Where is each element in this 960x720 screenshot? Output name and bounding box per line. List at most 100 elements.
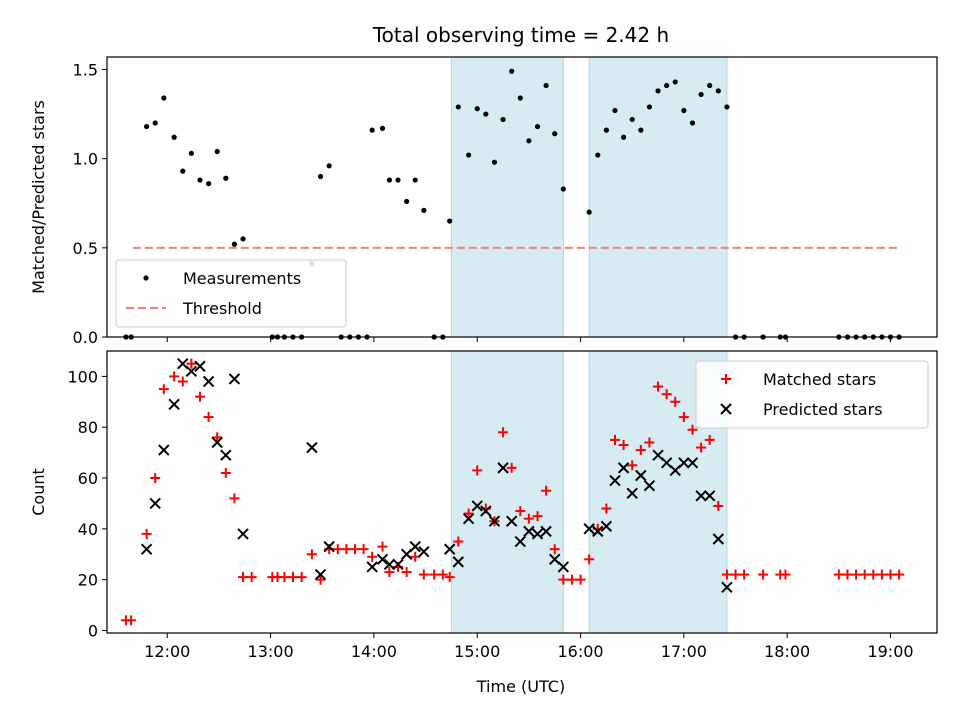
data-point <box>664 82 670 89</box>
data-point <box>383 558 396 571</box>
x-stroke <box>592 525 604 538</box>
x-stroke <box>557 561 570 573</box>
x-stroke <box>383 558 396 571</box>
data-point <box>638 127 644 133</box>
data-point <box>483 111 489 117</box>
x-stroke <box>523 525 535 538</box>
data-point <box>526 138 532 144</box>
legend: Measurements Threshold <box>115 259 347 328</box>
data-point <box>246 572 257 583</box>
data-point <box>698 91 704 98</box>
data-point <box>185 365 198 378</box>
data-point <box>202 375 215 388</box>
legend-marker <box>143 275 149 281</box>
data-point <box>514 535 526 548</box>
x-tick-label: 15:00 <box>454 642 500 661</box>
data-point <box>231 241 238 247</box>
data-point <box>583 523 595 535</box>
data-point <box>506 462 517 473</box>
data-point <box>842 569 853 580</box>
shaded-interval <box>588 56 728 338</box>
x-stroke <box>703 490 716 502</box>
data-point <box>592 525 604 538</box>
data-point <box>214 148 220 155</box>
data-point <box>367 551 378 562</box>
data-point <box>480 505 492 517</box>
axes-frame <box>106 56 938 338</box>
data-point <box>443 543 456 555</box>
data-point <box>672 79 678 85</box>
data-point <box>517 95 523 101</box>
data-point <box>575 574 586 585</box>
x-stroke <box>583 523 595 535</box>
y-tick-label: 1.0 <box>73 150 98 169</box>
data-point <box>220 449 232 461</box>
data-point <box>885 569 896 580</box>
data-point <box>758 569 769 580</box>
data-point <box>523 525 535 538</box>
data-point <box>687 424 698 435</box>
x-stroke <box>237 528 249 540</box>
data-point <box>379 125 386 131</box>
x-stroke <box>194 360 206 372</box>
data-point <box>158 444 170 456</box>
x-stroke <box>678 457 690 469</box>
data-point <box>491 159 498 165</box>
data-point <box>552 131 558 137</box>
x-tick-label: 14:00 <box>351 642 397 661</box>
data-point <box>612 107 618 114</box>
x-stroke <box>488 515 501 527</box>
data-point <box>228 373 241 385</box>
data-point <box>703 490 716 502</box>
data-point <box>566 574 577 585</box>
data-point <box>323 540 335 553</box>
x-stroke <box>323 540 335 553</box>
data-point <box>600 520 613 533</box>
data-point <box>462 512 475 525</box>
data-point <box>306 549 317 560</box>
x-tick-label: 16:00 <box>557 642 603 661</box>
x-stroke <box>392 558 404 571</box>
shaded-interval <box>450 56 564 338</box>
x-stroke <box>177 357 189 370</box>
data-point <box>366 561 378 573</box>
data-point <box>531 528 544 540</box>
data-point <box>358 544 369 555</box>
data-point <box>237 528 249 540</box>
data-point <box>609 474 621 487</box>
data-point <box>715 88 721 94</box>
data-point <box>721 569 732 580</box>
legend-marker <box>720 403 732 415</box>
data-point <box>739 569 750 580</box>
x-stroke <box>626 487 638 499</box>
x-stroke <box>471 500 483 512</box>
data-point <box>681 107 687 114</box>
data-point <box>326 163 332 169</box>
data-point <box>609 434 620 445</box>
x-stroke <box>452 556 464 568</box>
x-stroke <box>418 545 430 558</box>
data-point <box>211 436 223 449</box>
x-stroke <box>140 543 153 555</box>
data-point <box>646 104 653 110</box>
data-point <box>894 569 905 580</box>
x-stroke <box>314 568 327 581</box>
top-panel: 0.0 0.5 1.0 1.5 Matched/Predicted stars Measu… <box>29 56 938 347</box>
data-point <box>474 106 480 112</box>
data-point <box>171 134 177 140</box>
data-point <box>401 567 412 578</box>
x-stroke <box>202 375 215 388</box>
x-stroke <box>635 469 647 482</box>
data-point <box>306 441 318 454</box>
x-stroke <box>168 398 180 411</box>
data-point <box>595 152 601 158</box>
data-point <box>505 515 518 527</box>
data-point <box>724 104 730 110</box>
shaded-interval <box>450 350 564 634</box>
data-point <box>377 541 388 552</box>
x-stroke <box>652 449 664 461</box>
data-point <box>140 543 153 555</box>
x-stroke <box>497 462 509 474</box>
legend-label: Predicted stars <box>763 400 883 419</box>
data-point <box>240 236 246 242</box>
